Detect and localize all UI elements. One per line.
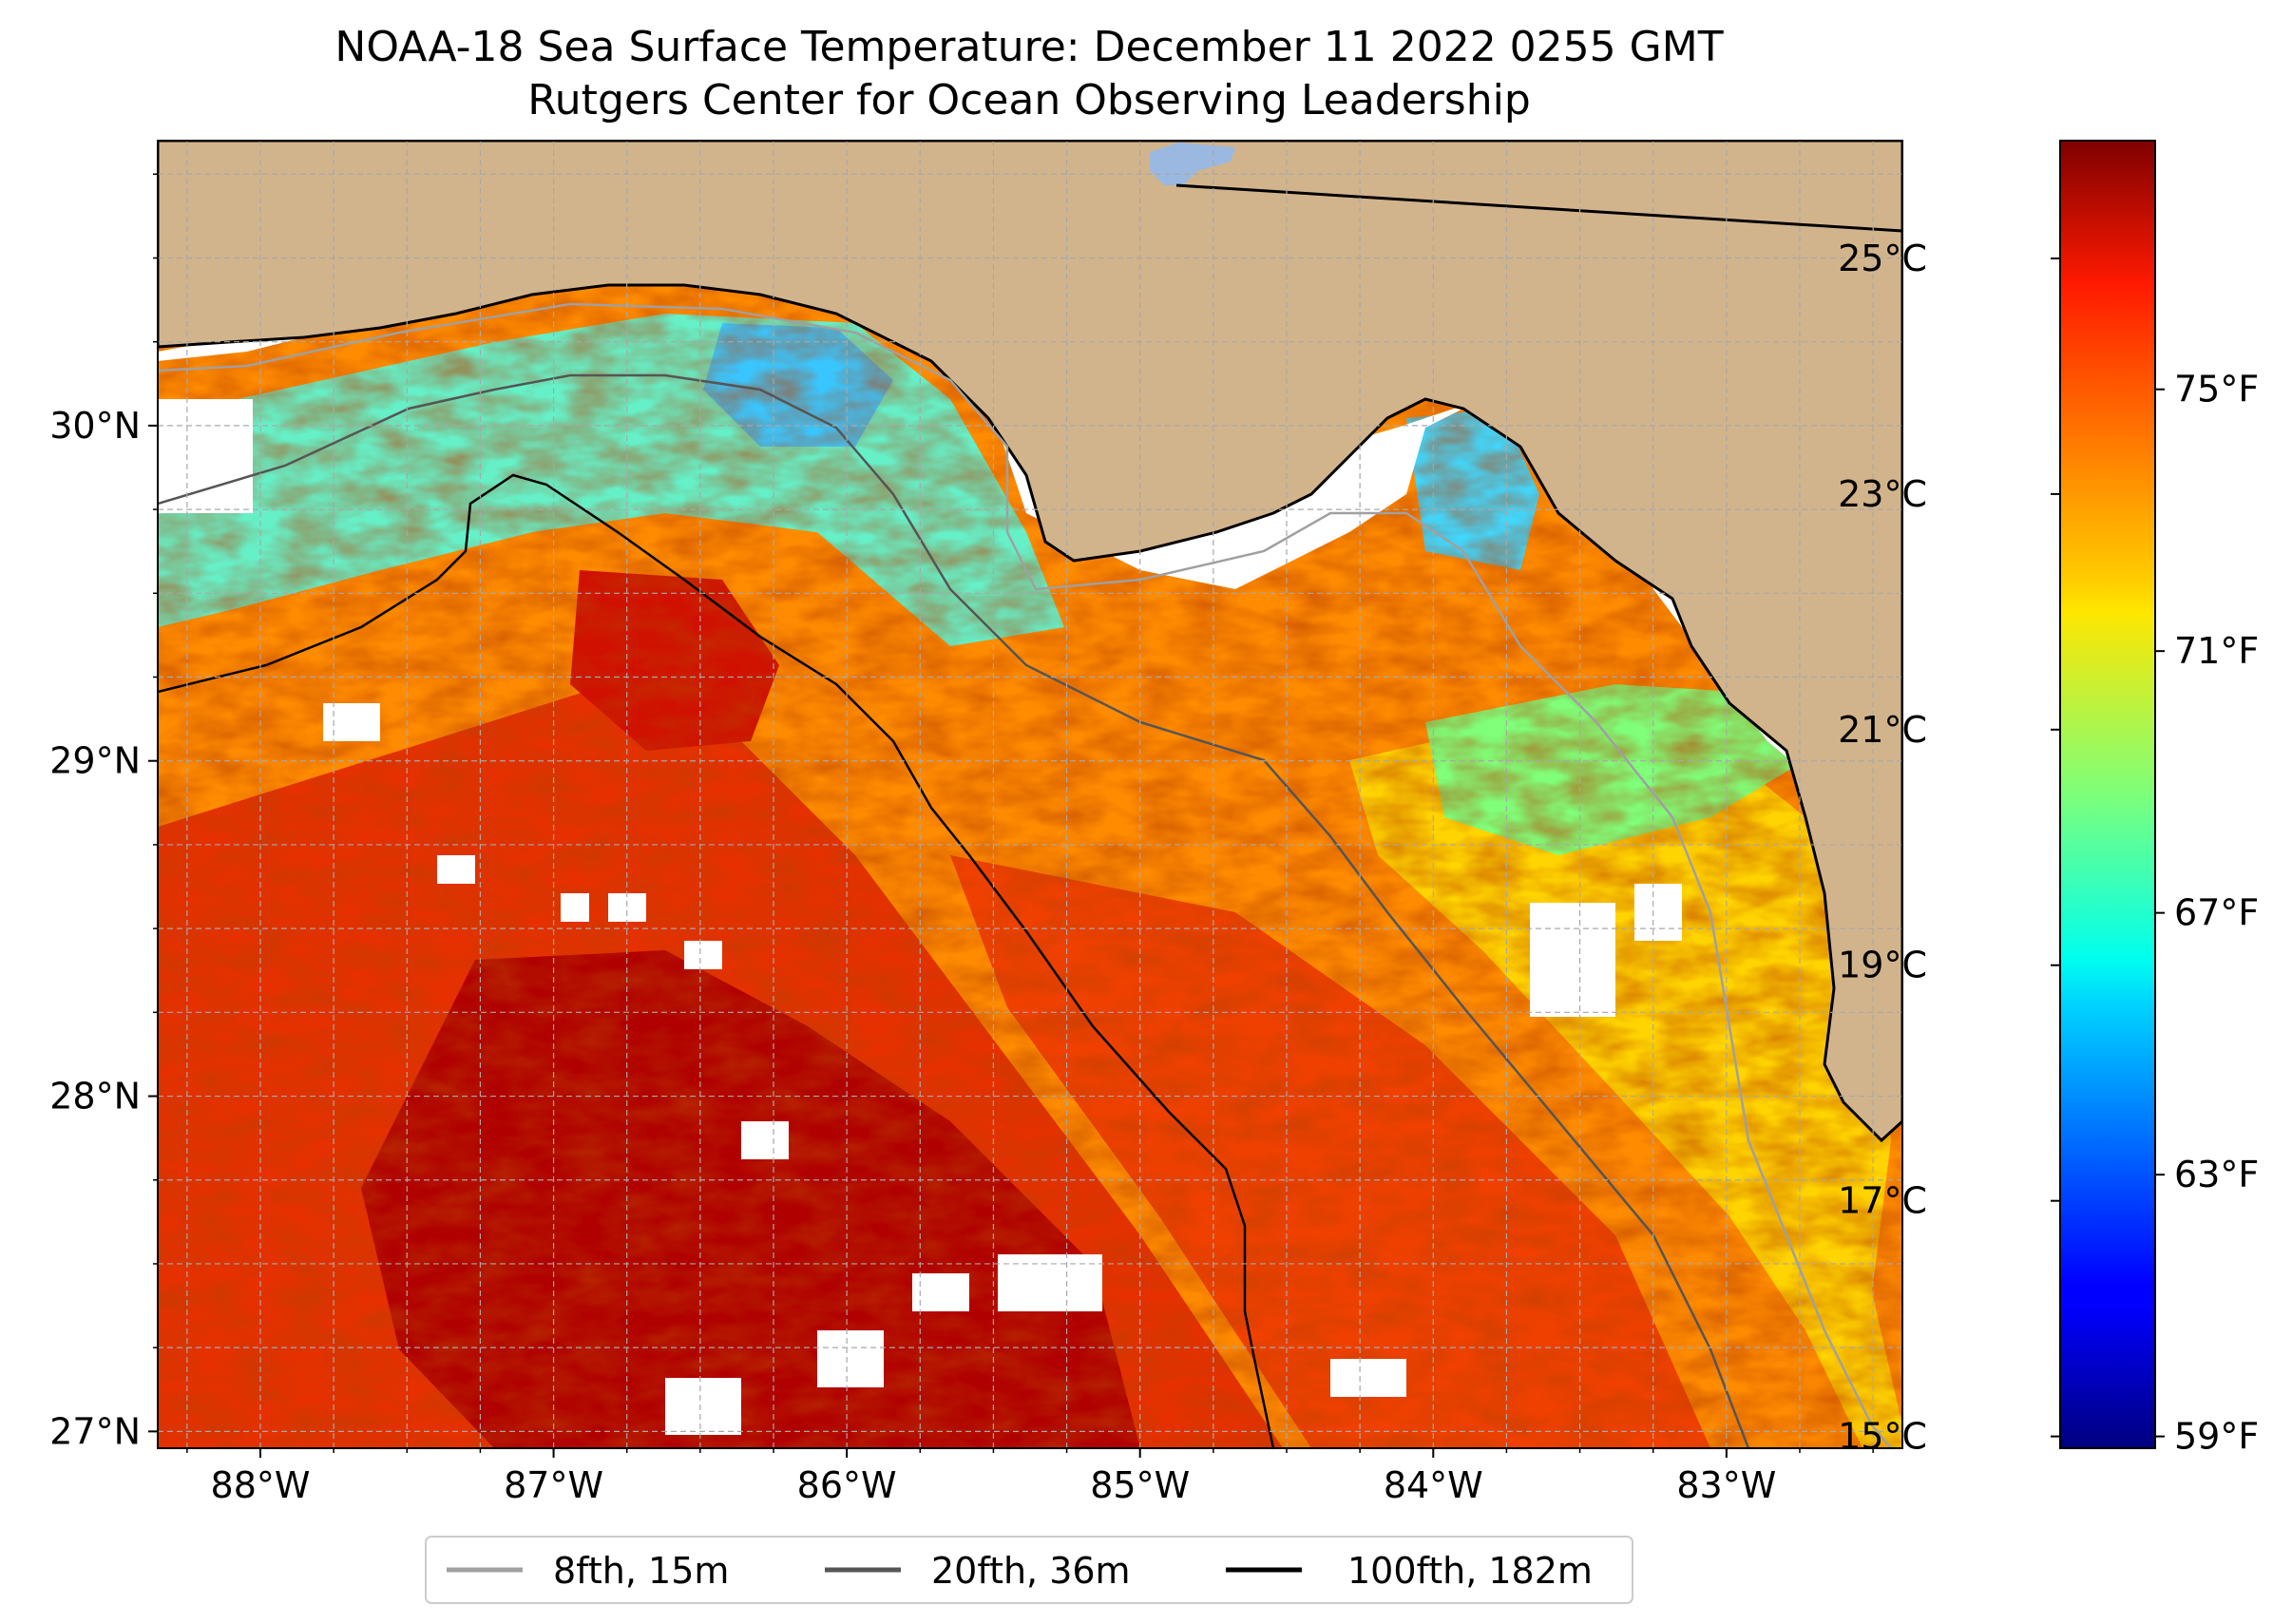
legend-frame bbox=[425, 1536, 1633, 1604]
celsius-tick-label: 19°C bbox=[1838, 945, 1927, 986]
colorbar-axes: 25°C 23°C 21°C 19°C 17°C 15°C 75°F 71°F 67°F 63°F… bbox=[1838, 238, 2259, 1458]
cloud-patch bbox=[684, 941, 722, 969]
lon-tick-label: 85°W bbox=[1090, 1464, 1190, 1506]
cloud-patch bbox=[1634, 884, 1682, 941]
celsius-tick-label: 23°C bbox=[1838, 473, 1927, 515]
fahrenheit-tick-label: 67°F bbox=[2174, 892, 2259, 934]
lon-tick-label: 86°W bbox=[797, 1464, 897, 1506]
fahrenheit-tick-label: 63°F bbox=[2174, 1154, 2259, 1195]
isobath-100fth bbox=[158, 473, 1275, 1448]
lat-tick-label: 27°N bbox=[49, 1410, 141, 1452]
legend-label-20fth: 20fth, 36m bbox=[931, 1550, 1131, 1592]
graticule bbox=[158, 141, 1902, 1448]
cloud-mask bbox=[158, 266, 1834, 1435]
cloud-patch bbox=[608, 893, 646, 922]
map-axes: 88°W 87°W 86°W 85°W 84°W 83°W 30°N 29°N 28°N 27°N bbox=[49, 173, 1874, 1506]
cloud-patch bbox=[561, 893, 589, 922]
lon-tick-label: 87°W bbox=[504, 1464, 603, 1506]
cloud-patch bbox=[817, 1330, 884, 1387]
state-border bbox=[1175, 183, 1902, 233]
cloud-patch bbox=[1530, 903, 1615, 1017]
lon-tick-label: 84°W bbox=[1384, 1464, 1483, 1506]
cloud-patch bbox=[158, 399, 253, 513]
legend-label-8fth: 8fth, 15m bbox=[553, 1550, 729, 1592]
cloud-patch bbox=[665, 1378, 741, 1435]
lon-tick-label: 88°W bbox=[211, 1464, 311, 1506]
isobath-20fth bbox=[158, 373, 1750, 1448]
lat-tick-label: 28°N bbox=[49, 1076, 141, 1118]
celsius-tick-label: 21°C bbox=[1838, 709, 1927, 751]
celsius-tick-label: 15°C bbox=[1838, 1416, 1927, 1458]
cloud-patch bbox=[912, 1273, 969, 1311]
legend-label-100fth: 100fth, 182m bbox=[1347, 1550, 1593, 1592]
title-line-2: Rutgers Center for Ocean Observing Leade… bbox=[527, 76, 1531, 124]
cloud-patch bbox=[741, 1121, 789, 1159]
legend: 8fth, 15m 20fth, 36m 100fth, 182m bbox=[425, 1536, 1633, 1604]
cloud-patch bbox=[323, 703, 380, 741]
lake bbox=[1150, 143, 1235, 185]
lat-tick-label: 30°N bbox=[49, 405, 141, 447]
fahrenheit-tick-label: 59°F bbox=[2174, 1416, 2259, 1458]
lon-tick-label: 83°W bbox=[1676, 1464, 1776, 1506]
map-frame bbox=[157, 140, 1903, 1449]
cloud-patch bbox=[998, 1254, 1102, 1311]
fahrenheit-tick-label: 71°F bbox=[2174, 630, 2259, 672]
title-line-1: NOAA-18 Sea Surface Temperature: Decembe… bbox=[334, 23, 1723, 71]
lat-tick-label: 29°N bbox=[49, 740, 141, 782]
land-mass bbox=[158, 141, 1902, 1143]
celsius-tick-label: 17°C bbox=[1838, 1180, 1927, 1222]
map-panel bbox=[158, 141, 1902, 1448]
cloud-patch bbox=[1330, 1359, 1406, 1397]
isobath-8fth bbox=[158, 302, 1892, 1448]
fahrenheit-tick-label: 75°F bbox=[2174, 369, 2259, 411]
celsius-tick-label: 25°C bbox=[1838, 238, 1927, 279]
colorbar bbox=[2059, 140, 2156, 1449]
cloud-patch bbox=[437, 855, 475, 884]
